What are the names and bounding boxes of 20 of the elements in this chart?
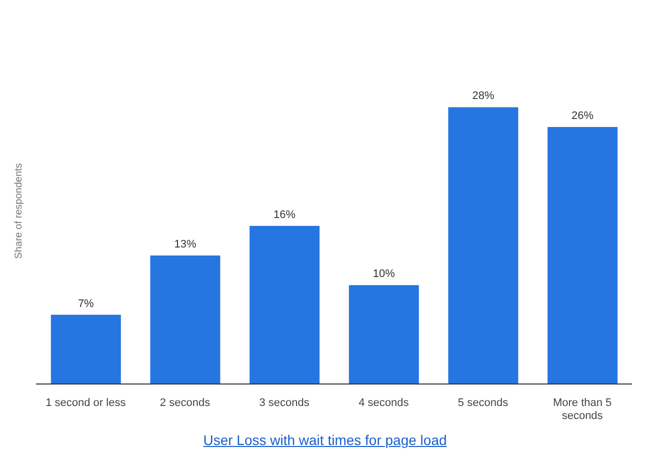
- bar: [250, 226, 320, 384]
- bar: [448, 107, 518, 384]
- bar: [50, 314, 121, 384]
- bar: [548, 126, 618, 384]
- data-label: 7%: [78, 298, 94, 310]
- data-label: 28%: [472, 90, 494, 102]
- bar: [150, 255, 220, 384]
- data-label: 26%: [572, 110, 594, 122]
- y-axis-title: Share of respondents: [14, 163, 25, 259]
- x-tick-label: 1 second or less: [46, 397, 126, 409]
- x-tick-label: 5 seconds: [458, 397, 509, 409]
- data-label: 13%: [174, 238, 196, 250]
- bar: [348, 285, 419, 384]
- text: User Loss with wait times for page load: [202, 432, 448, 448]
- x-tick-label: 3 seconds: [259, 397, 310, 409]
- x-tick-label: 4 seconds: [358, 397, 410, 409]
- data-label: 10%: [372, 268, 396, 280]
- data-label: 16%: [274, 208, 296, 221]
- x-tick-label: 2 seconds: [160, 397, 211, 409]
- x-tick-label: More than 5 seconds: [552, 397, 612, 422]
